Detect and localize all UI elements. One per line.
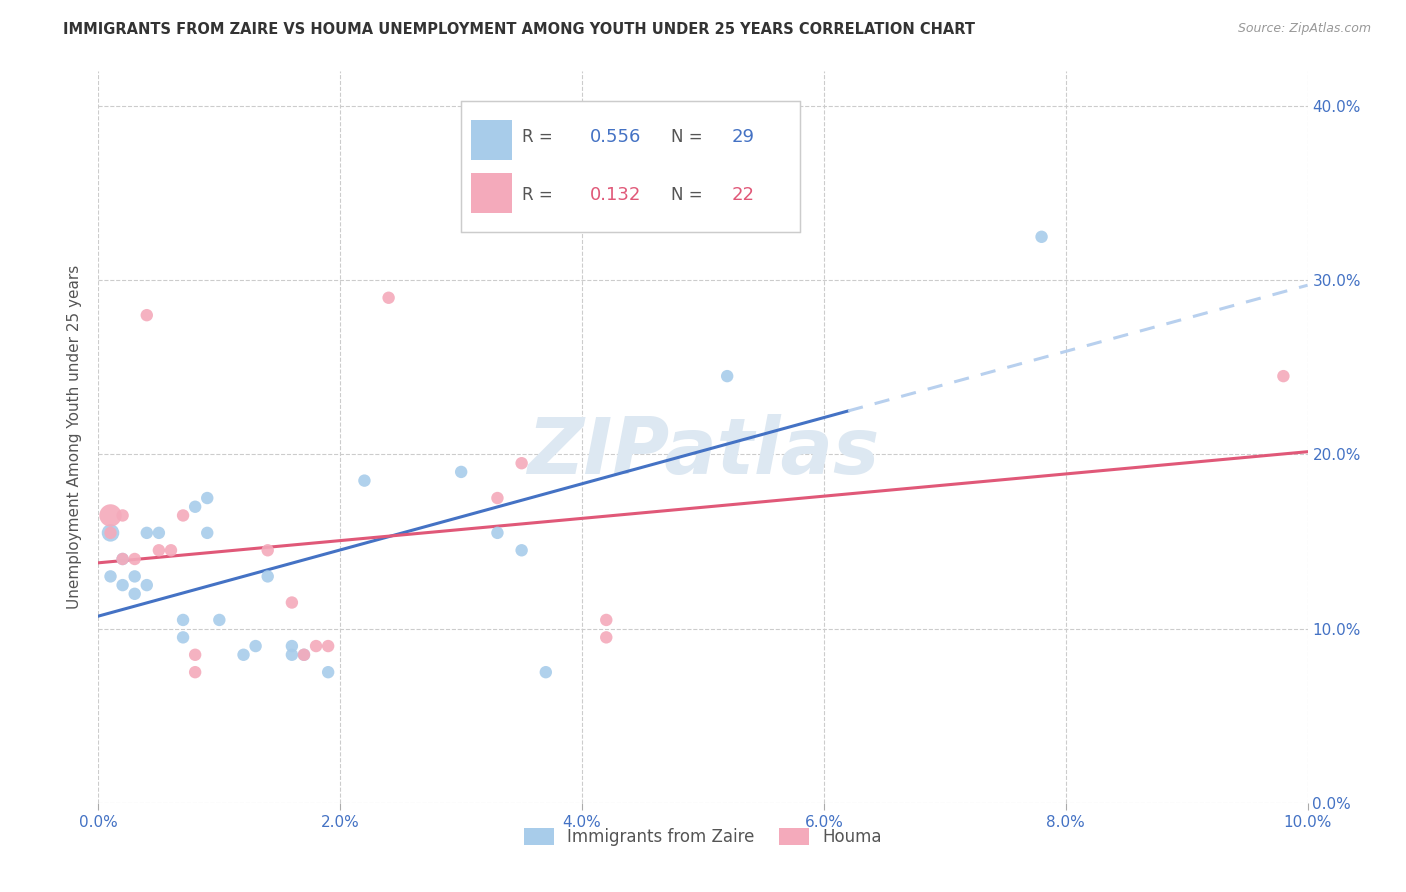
Point [100,569,122,583]
Point [195,491,218,505]
Y-axis label: Unemployment Among Youth under 25 years: Unemployment Among Youth under 25 years [67,265,83,609]
Point [184,648,207,662]
Point [111,508,134,523]
Point [184,665,207,680]
Point [172,508,194,523]
Point [534,665,557,680]
Point [450,465,472,479]
Point [148,543,170,558]
Point [111,578,134,592]
Point [135,578,157,592]
Point [256,569,278,583]
Point [124,587,146,601]
Point [510,543,533,558]
Point [292,648,315,662]
Point [208,613,231,627]
Point [111,552,134,566]
Point [100,508,122,523]
Point [184,500,207,514]
Point [245,639,267,653]
Point [281,639,304,653]
Point [486,525,509,540]
Point [148,525,170,540]
Point [316,665,339,680]
Text: ZIPatlas: ZIPatlas [527,414,879,490]
Point [100,525,122,540]
Point [305,639,328,653]
Point [486,491,509,505]
Point [195,525,218,540]
Point [1031,229,1053,244]
Legend: Immigrants from Zaire, Houma: Immigrants from Zaire, Houma [517,822,889,853]
Point [172,631,194,645]
Point [135,525,157,540]
Point [281,595,304,609]
Point [256,543,278,558]
Point [124,552,146,566]
Point [232,648,254,662]
Point [160,543,183,558]
Point [281,648,304,662]
Point [510,456,533,470]
Point [1272,369,1295,384]
Point [316,639,339,653]
Point [111,552,134,566]
Point [135,308,157,322]
Point [716,369,738,384]
Point [595,613,617,627]
Text: IMMIGRANTS FROM ZAIRE VS HOUMA UNEMPLOYMENT AMONG YOUTH UNDER 25 YEARS CORRELATI: IMMIGRANTS FROM ZAIRE VS HOUMA UNEMPLOYM… [63,22,976,37]
Point [172,613,194,627]
Point [353,474,375,488]
Point [377,291,399,305]
Point [595,631,617,645]
Text: Source: ZipAtlas.com: Source: ZipAtlas.com [1237,22,1371,36]
Point [292,648,315,662]
Point [100,525,122,540]
Point [124,569,146,583]
